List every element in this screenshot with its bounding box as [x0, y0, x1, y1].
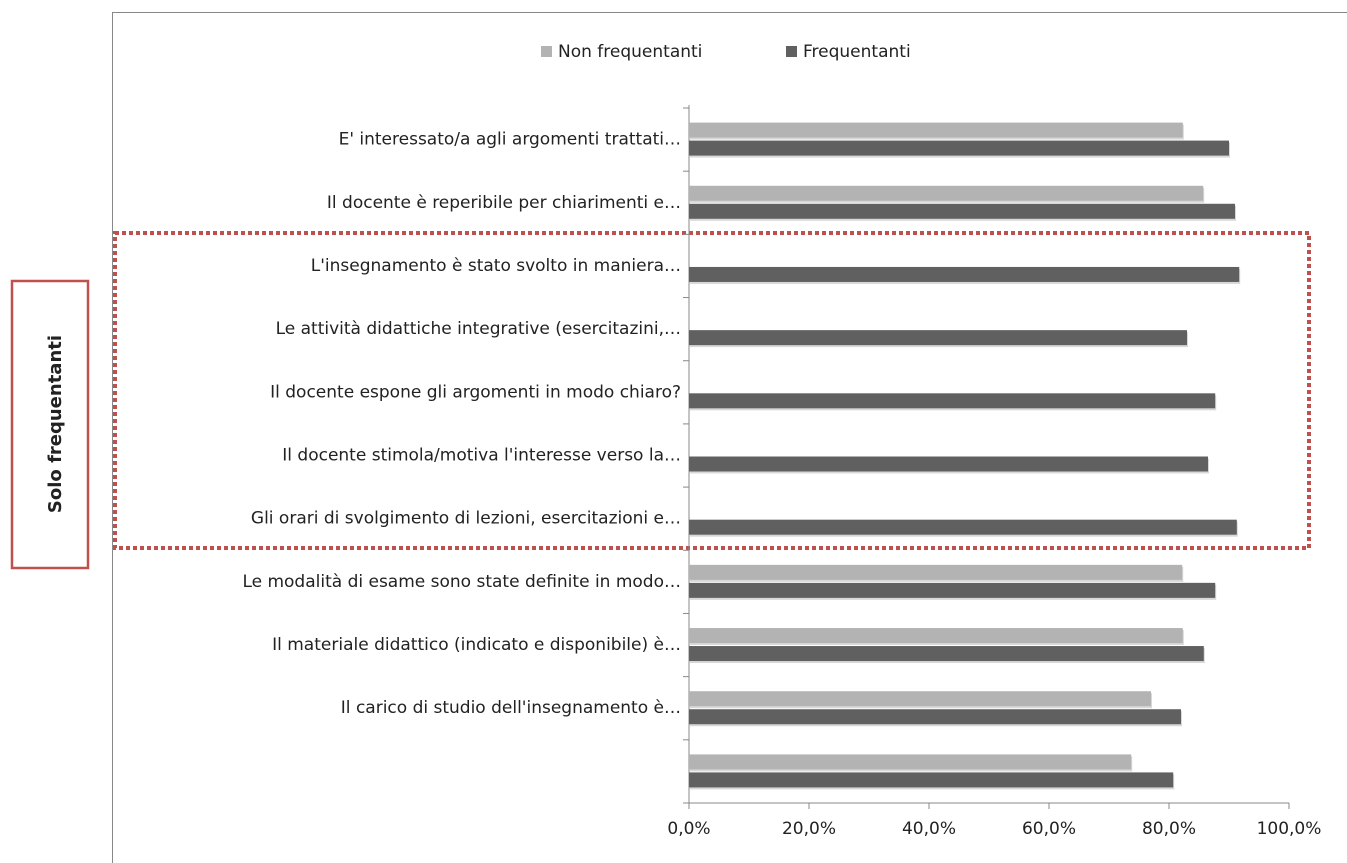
bar [689, 564, 1183, 580]
x-tick-label: 0,0% [667, 819, 710, 839]
bar [689, 754, 1132, 770]
bar [689, 772, 1174, 788]
annotation-box [10, 279, 90, 570]
x-tick-label: 100,0% [1257, 819, 1322, 839]
legend-label: Frequentanti [803, 42, 911, 62]
bar [689, 185, 1204, 201]
y-tick-label: Le modalità di esame sono state definite… [242, 572, 681, 592]
bar [689, 393, 1216, 409]
legend-swatch [541, 46, 552, 57]
legend-swatch [786, 46, 797, 57]
y-tick-label: Le attività didattiche integrative (eser… [276, 319, 681, 339]
y-tick-label: Gli orari di svolgimento di lezioni, ese… [251, 509, 681, 529]
bar [689, 582, 1216, 598]
annotation: Solo frequentanti [45, 335, 66, 513]
bar [689, 691, 1151, 707]
bar [689, 330, 1187, 346]
bar [689, 140, 1229, 156]
x-tick-label: 20,0% [782, 819, 836, 839]
chart-frame [112, 12, 1347, 863]
y-tick-label: Il carico di studio dell'insegnamento è… [341, 698, 681, 718]
x-tick-label: 60,0% [1022, 819, 1076, 839]
highlight-box [113, 231, 1311, 550]
bar [689, 122, 1183, 138]
x-tick-label: 80,0% [1142, 819, 1196, 839]
legend-label: Non frequentanti [558, 42, 702, 62]
bar [689, 646, 1204, 662]
y-tick-label: Il docente stimola/motiva l'interesse ve… [282, 446, 681, 466]
bar [689, 266, 1240, 282]
y-tick-label: Il materiale didattico (indicato e dispo… [272, 635, 681, 655]
y-tick-label: Il docente espone gli argomenti in modo … [270, 382, 681, 402]
bar [689, 709, 1181, 725]
bar [689, 203, 1235, 219]
y-tick-label: Il docente è reperibile per chiarimenti … [327, 193, 681, 213]
x-tick-label: 40,0% [902, 819, 956, 839]
bar [689, 519, 1237, 535]
y-tick-label: E' interessato/a agli argomenti trattati… [339, 130, 681, 150]
bar [689, 456, 1208, 472]
bar [689, 628, 1183, 644]
y-tick-label: L'insegnamento è stato svolto in maniera… [311, 256, 681, 276]
